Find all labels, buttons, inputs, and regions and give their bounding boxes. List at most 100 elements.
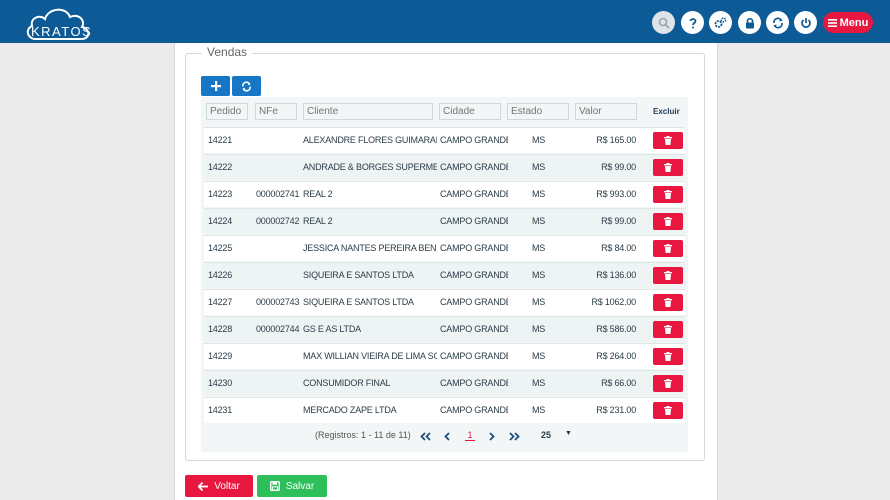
delete-button[interactable] xyxy=(653,213,683,230)
settings-icon xyxy=(714,17,727,28)
delete-button[interactable] xyxy=(653,375,683,392)
help-button[interactable] xyxy=(681,11,704,34)
cell-cliente: ANDRADE & BORGES SUPERMERCAD xyxy=(303,162,437,172)
cell-valor: R$ 84.00 xyxy=(601,243,636,253)
add-button[interactable] xyxy=(201,76,230,96)
table-row[interactable]: 14228 000002744 GS E AS LTDA CAMPO GRAND… xyxy=(204,316,685,342)
cell-pedido: 14222 xyxy=(208,162,233,172)
cell-cidade: CAMPO GRANDE xyxy=(440,135,508,145)
cloud-icon xyxy=(26,8,90,40)
table-row[interactable]: 14227 000002743 SIQUEIRA E SANTOS LTDA C… xyxy=(204,289,685,315)
cell-valor: R$ 99.00 xyxy=(601,162,636,172)
lock-button[interactable] xyxy=(738,11,761,34)
trash-icon xyxy=(664,163,672,172)
delete-button[interactable] xyxy=(653,348,683,365)
cell-estado: MS xyxy=(532,324,546,334)
reload-button[interactable] xyxy=(232,76,261,96)
current-page[interactable]: 1 xyxy=(465,430,475,441)
cell-valor: R$ 66.00 xyxy=(601,378,636,388)
cell-estado: MS xyxy=(532,216,546,226)
cell-estado: MS xyxy=(532,351,546,361)
search-icon xyxy=(658,17,670,29)
menu-button[interactable]: Menu xyxy=(823,12,873,33)
records-summary: (Registros: 1 - 11 de 11) xyxy=(315,430,411,440)
cell-cidade: CAMPO GRANDE xyxy=(440,189,508,199)
delete-button[interactable] xyxy=(653,294,683,311)
table-row[interactable]: 14224 000002742 REAL 2 CAMPO GRANDE MS R… xyxy=(204,208,685,234)
table-row[interactable]: 14229 MAX WILLIAN VIEIRA DE LIMA SOUZA C… xyxy=(204,343,685,369)
cell-cidade: CAMPO GRANDE xyxy=(440,162,508,172)
cell-pedido: 14228 xyxy=(208,324,233,334)
trash-icon xyxy=(664,325,672,334)
cell-estado: MS xyxy=(532,189,546,199)
cell-pedido: 14230 xyxy=(208,378,233,388)
delete-button[interactable] xyxy=(653,132,683,149)
filter-estado-input[interactable] xyxy=(507,103,569,120)
cell-pedido: 14225 xyxy=(208,243,233,253)
delete-button[interactable] xyxy=(653,240,683,257)
cell-nfe: 000002742 xyxy=(256,216,300,226)
section-title: Vendas xyxy=(202,45,253,59)
filter-cliente-input[interactable] xyxy=(303,103,433,120)
table-row[interactable]: 14225 JESSICA NANTES PEREIRA BENITES CAM… xyxy=(204,235,685,261)
cell-cliente: JESSICA NANTES PEREIRA BENITES xyxy=(303,243,437,253)
filter-cidade-input[interactable] xyxy=(439,103,501,120)
hamburger-icon xyxy=(827,18,837,27)
save-button[interactable]: Salvar xyxy=(257,475,327,497)
search-button[interactable] xyxy=(652,11,675,34)
table-row[interactable]: 14226 SIQUEIRA E SANTOS LTDA CAMPO GRAND… xyxy=(204,262,685,288)
chevron-right-icon xyxy=(489,431,495,441)
power-button[interactable] xyxy=(794,11,817,34)
filter-nfe-input[interactable] xyxy=(255,103,297,120)
table-row[interactable]: 14222 ANDRADE & BORGES SUPERMERCAD CAMPO… xyxy=(204,154,685,180)
cell-cidade: CAMPO GRANDE xyxy=(440,270,508,280)
floppy-disk-icon xyxy=(269,481,280,491)
first-page-button[interactable] xyxy=(420,430,431,442)
settings-button[interactable] xyxy=(709,11,732,34)
cell-cidade: CAMPO GRANDE xyxy=(440,243,508,253)
cell-estado: MS xyxy=(532,297,546,307)
back-button[interactable]: Voltar xyxy=(185,475,253,497)
cell-estado: MS xyxy=(532,162,546,172)
cell-cliente: REAL 2 xyxy=(303,189,333,199)
trash-icon xyxy=(664,298,672,307)
page-size-select[interactable]: 25 xyxy=(541,430,552,440)
cell-valor: R$ 231.00 xyxy=(596,405,636,415)
filter-pedido-input[interactable] xyxy=(206,103,248,120)
power-icon xyxy=(800,17,811,28)
table-row[interactable]: 14221 ALEXANDRE FLORES GUIMARAES 01C CAM… xyxy=(204,127,685,153)
next-page-button[interactable] xyxy=(489,430,495,442)
double-chevron-left-icon xyxy=(420,431,431,441)
cell-estado: MS xyxy=(532,270,546,280)
delete-button[interactable] xyxy=(653,267,683,284)
table-row[interactable]: 14230 CONSUMIDOR FINAL CAMPO GRANDE MS R… xyxy=(204,370,685,396)
caret-down-icon[interactable]: ▼ xyxy=(565,430,572,437)
delete-button[interactable] xyxy=(653,402,683,419)
cell-valor: R$ 165.00 xyxy=(596,135,636,145)
vendas-fieldset xyxy=(185,53,705,461)
prev-page-button[interactable] xyxy=(444,430,450,442)
logo-text: KRATOS xyxy=(31,24,93,39)
trash-icon xyxy=(664,352,672,361)
delete-button[interactable] xyxy=(653,321,683,338)
cell-pedido: 14227 xyxy=(208,297,233,307)
double-chevron-right-icon xyxy=(509,431,520,441)
cell-pedido: 14231 xyxy=(208,405,233,415)
refresh-button[interactable] xyxy=(766,11,789,34)
delete-button[interactable] xyxy=(653,159,683,176)
delete-button[interactable] xyxy=(653,186,683,203)
cell-cliente: MERCADO ZAPE LTDA xyxy=(303,405,397,415)
cell-pedido: 14224 xyxy=(208,216,233,226)
trash-icon xyxy=(664,217,672,226)
table-row[interactable]: 14231 MERCADO ZAPE LTDA CAMPO GRANDE MS … xyxy=(204,397,685,423)
top-bar: KRATOS Menu xyxy=(0,0,890,43)
trash-icon xyxy=(664,406,672,415)
table-row[interactable]: 14223 000002741 REAL 2 CAMPO GRANDE MS R… xyxy=(204,181,685,207)
filter-valor-input[interactable] xyxy=(575,103,637,120)
cell-valor: R$ 586.00 xyxy=(596,324,636,334)
trash-icon xyxy=(664,271,672,280)
trash-icon xyxy=(664,136,672,145)
last-page-button[interactable] xyxy=(509,430,520,442)
cell-valor: R$ 136.00 xyxy=(596,270,636,280)
kratos-logo[interactable]: KRATOS xyxy=(24,4,94,42)
